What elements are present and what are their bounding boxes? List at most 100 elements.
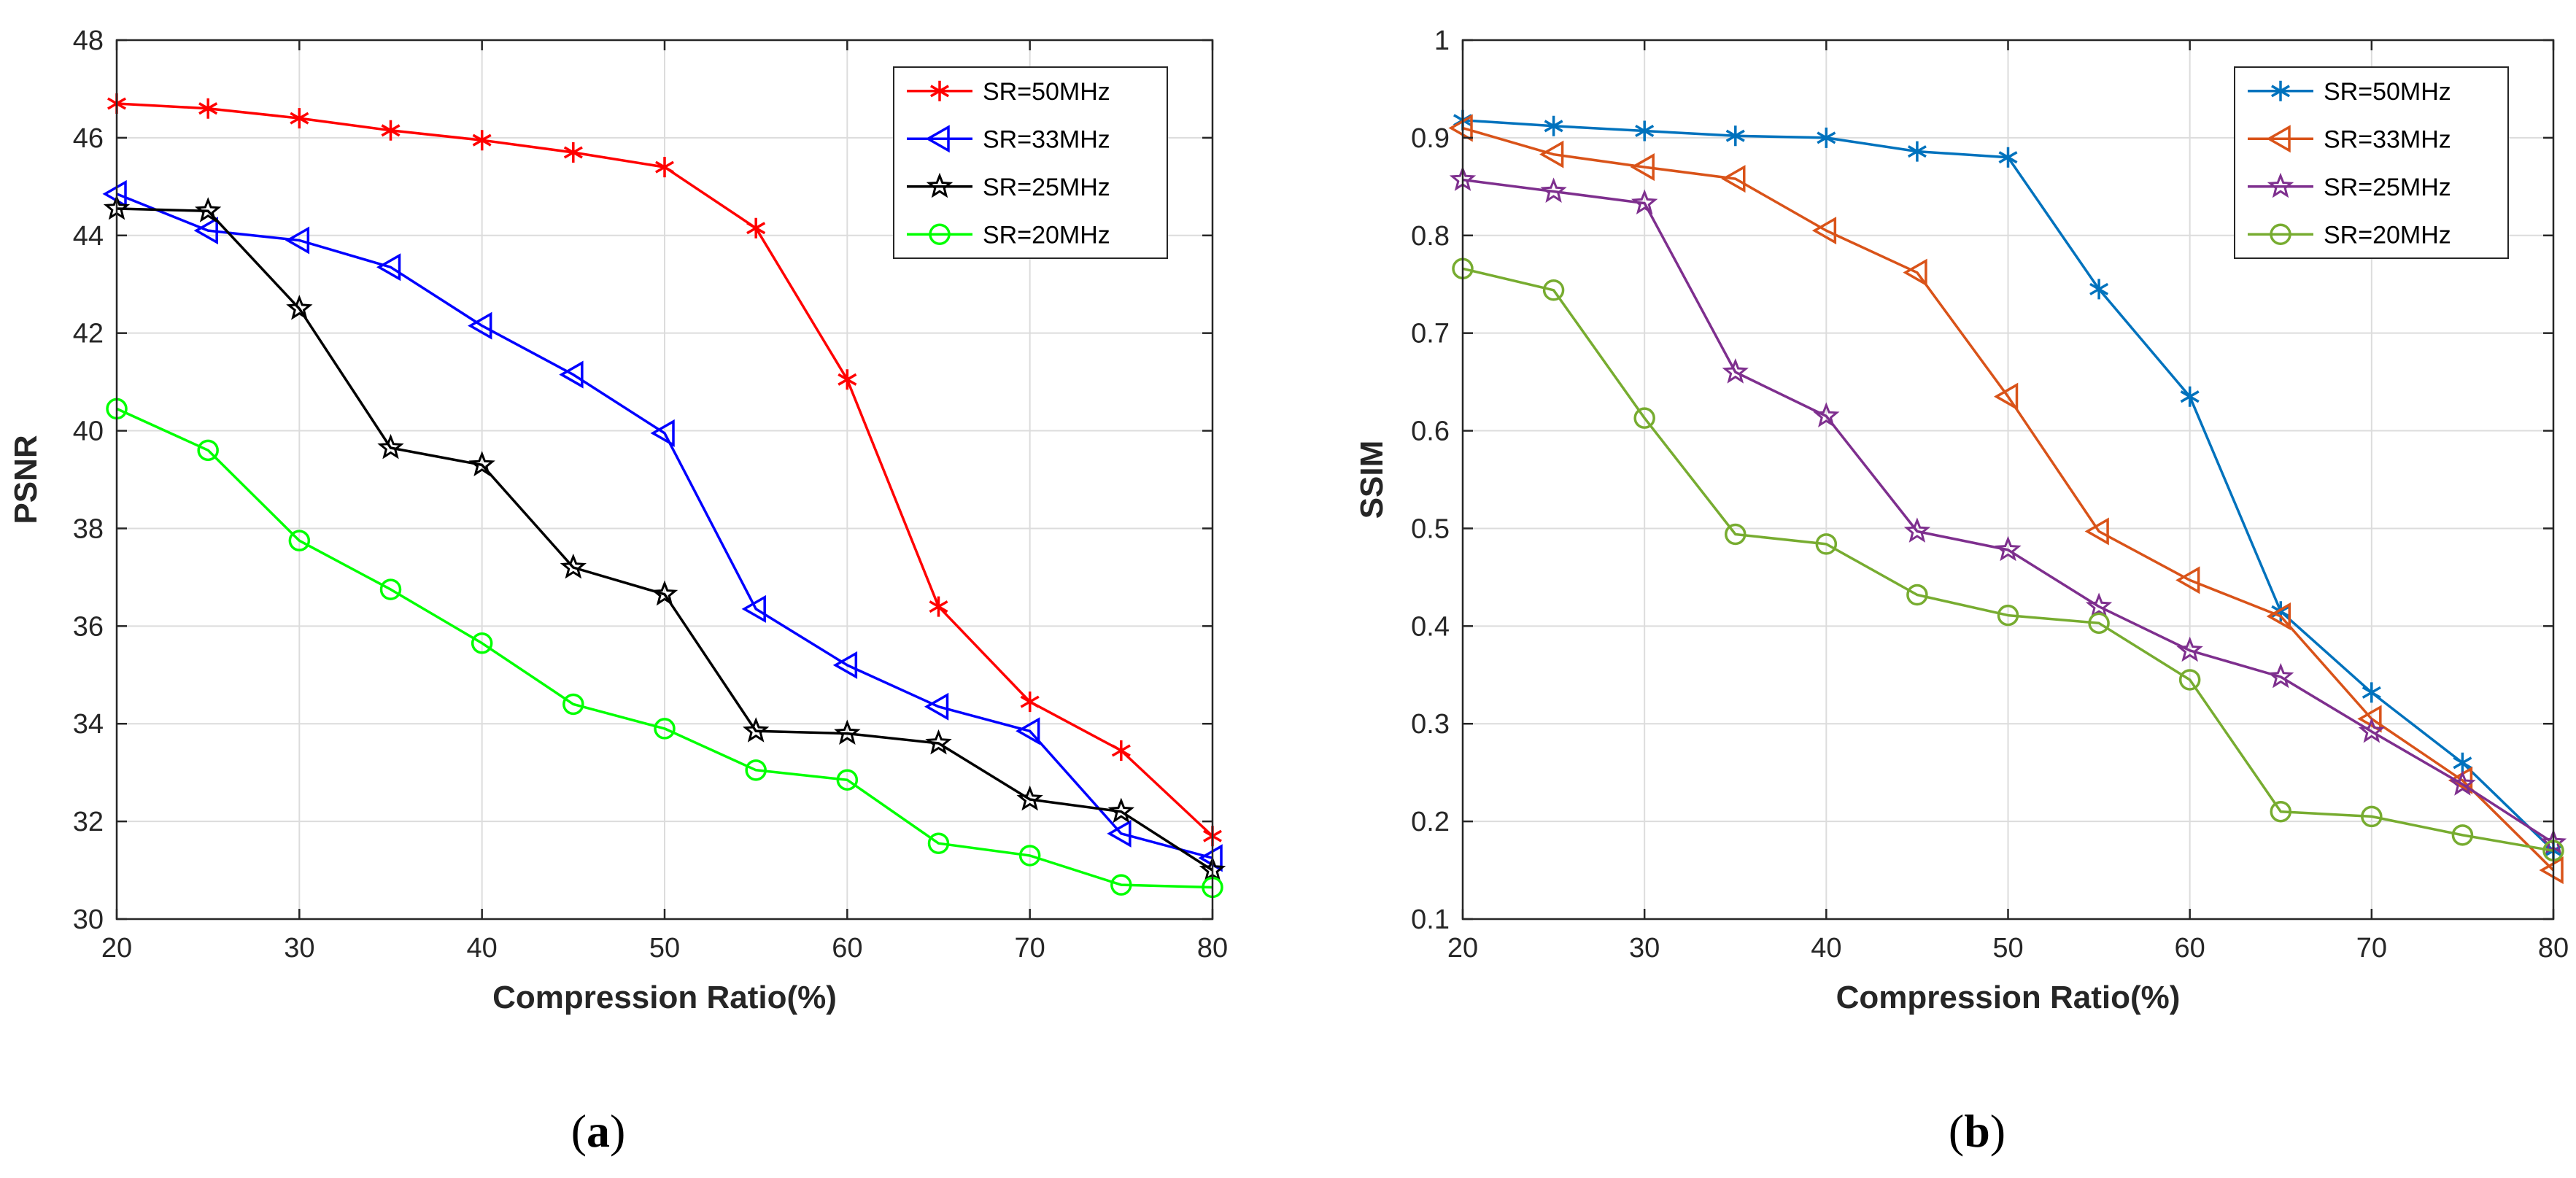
y-tick-label: 0.4 [1411, 611, 1450, 642]
data-point [1815, 533, 1838, 555]
y-tick-label: 38 [73, 514, 104, 544]
data-point [1907, 141, 1927, 162]
data-point [746, 217, 766, 239]
series-line-3 [1462, 178, 2554, 845]
data-point [286, 295, 313, 320]
panel-letter: a [587, 1105, 610, 1157]
y-tick-label: 40 [73, 416, 104, 447]
x-tick-label: 30 [284, 933, 314, 964]
data-point [1544, 115, 1563, 136]
legend-item: SR=20MHz [2248, 221, 2451, 249]
x-tick-label: 20 [1447, 933, 1478, 964]
y-tick-label: 34 [73, 709, 104, 740]
data-point [2088, 612, 2110, 635]
data-point [1542, 279, 1565, 301]
data-point [650, 419, 675, 447]
data-point [1721, 165, 1746, 193]
data-point [1111, 740, 1131, 761]
y-tick-label: 0.9 [1411, 123, 1450, 154]
data-point [745, 759, 767, 781]
data-point [560, 553, 587, 579]
data-point [1631, 189, 1658, 215]
x-tick-label: 30 [1629, 933, 1660, 964]
legend: SR=50MHz SR=33MHz SR=25MHz SR=20MHz [2234, 66, 2509, 259]
legend-marker [2266, 125, 2291, 153]
x-tick-label: 60 [832, 933, 862, 964]
legend-item: SR=20MHz [907, 221, 1110, 249]
y-tick-label: 32 [73, 807, 104, 837]
legend-item: SR=33MHz [2248, 125, 2451, 153]
data-point [559, 360, 584, 389]
y-tick-label: 44 [73, 221, 104, 252]
data-point [288, 530, 311, 551]
y-tick-label: 0.3 [1411, 709, 1450, 740]
data-point [1110, 874, 1132, 896]
y-tick-label: 0.1 [1411, 904, 1450, 935]
y-tick-label: 1 [1434, 26, 1450, 56]
data-point [834, 719, 861, 745]
x-tick-label: 40 [467, 933, 498, 964]
data-point [2362, 682, 2381, 703]
data-point [1722, 358, 1749, 384]
data-point [838, 369, 857, 390]
data-point [924, 692, 949, 721]
x-tick-label: 70 [1015, 933, 1045, 964]
data-point [1997, 604, 2019, 627]
data-point [836, 769, 859, 791]
legend-label: SR=25MHz [2324, 174, 2451, 201]
legend-label: SR=25MHz [983, 174, 1110, 201]
data-point [2539, 856, 2564, 885]
data-point [1635, 120, 1655, 142]
legend-label: SR=33MHz [2324, 125, 2451, 153]
series-line-2 [116, 193, 1213, 859]
series-line-4 [116, 407, 1213, 889]
data-point [927, 832, 950, 854]
data-point [2451, 824, 2474, 846]
data-point [2266, 602, 2291, 630]
data-point [743, 717, 770, 743]
data-point [654, 718, 676, 740]
data-point [2361, 805, 2383, 828]
x-tick-label: 80 [2538, 933, 2569, 964]
y-tick-label: 0.8 [1411, 221, 1450, 252]
data-point [197, 439, 219, 462]
data-point [1725, 125, 1745, 147]
data-point [651, 580, 678, 606]
data-point [1903, 258, 1927, 287]
x-tick-label: 50 [649, 933, 680, 964]
y-tick-label: 42 [73, 319, 104, 349]
legend-marker [2271, 80, 2290, 101]
data-point [1903, 517, 1931, 543]
data-point [1998, 147, 2018, 168]
data-point [1448, 114, 1473, 142]
y-tick-label: 48 [73, 26, 104, 56]
data-point [2085, 592, 2113, 619]
data-point [377, 433, 404, 460]
x-tick-label: 60 [2175, 933, 2205, 964]
legend-marker [925, 125, 950, 153]
data-point [563, 142, 583, 163]
data-point [2175, 566, 2200, 594]
data-point [381, 120, 401, 141]
y-tick-label: 30 [73, 904, 104, 935]
legend-item: SR=33MHz [907, 125, 1110, 153]
data-point [1016, 717, 1040, 745]
x-axis-label: Compression Ratio(%) [492, 980, 837, 1015]
data-point [468, 451, 495, 476]
series-line-3 [116, 207, 1213, 872]
data-point [195, 197, 222, 222]
data-point [2180, 386, 2200, 407]
data-point [741, 594, 766, 623]
panel-caption: (a) [571, 1105, 626, 1157]
legend-item: SR=25MHz [907, 172, 1110, 201]
data-point [1811, 217, 1837, 245]
y-tick-label: 0.7 [1411, 319, 1450, 349]
y-axis-label: SSIM [1354, 441, 1390, 519]
data-point [1020, 691, 1040, 713]
panel-caption: (b) [1949, 1105, 2006, 1157]
data-point [379, 578, 402, 600]
data-point [1018, 845, 1041, 867]
data-point [1540, 177, 1567, 204]
x-tick-label: 70 [2356, 933, 2387, 964]
data-point [1633, 407, 1655, 429]
